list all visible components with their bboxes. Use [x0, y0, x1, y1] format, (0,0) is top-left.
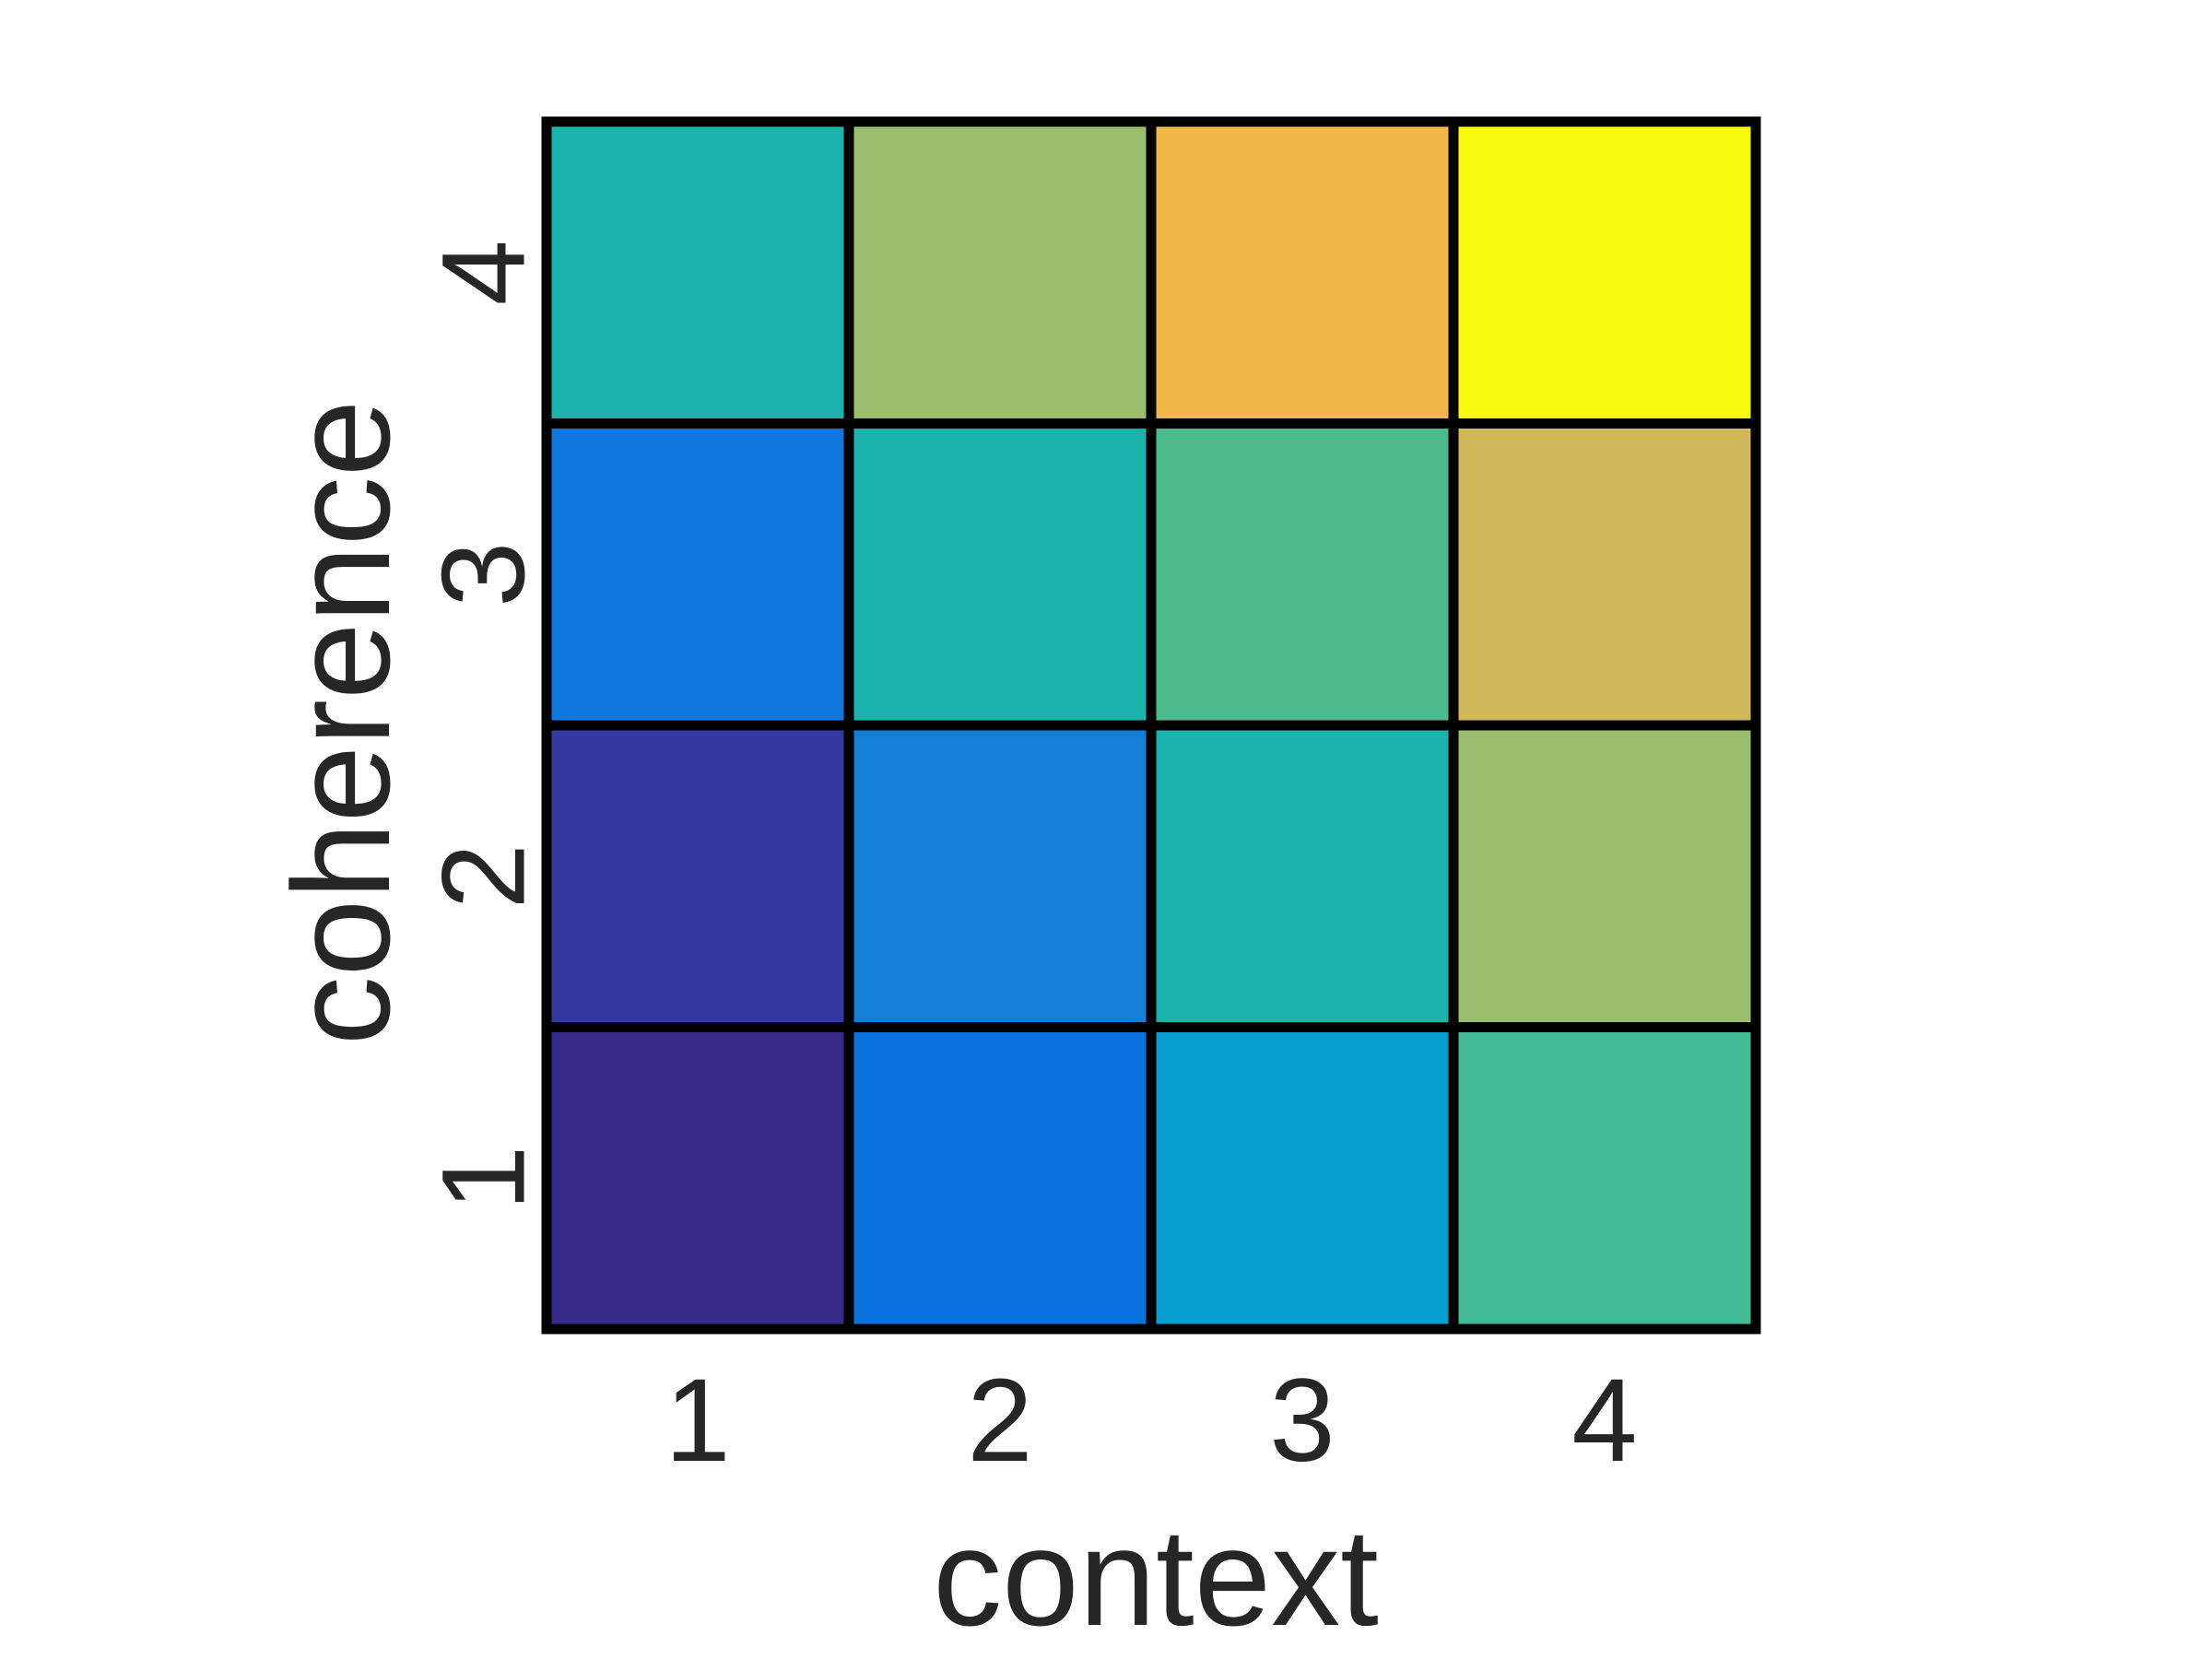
heatmap-cell-x2-y2 — [849, 725, 1151, 1028]
heatmap-cell-x4-y3 — [1453, 423, 1756, 725]
heatmap-cell-x3-y3 — [1151, 423, 1453, 725]
heatmap-cell-x3-y4 — [1151, 122, 1453, 424]
heatmap-cell-x1-y4 — [547, 122, 849, 424]
y-tick-label: 1 — [418, 1146, 550, 1211]
heatmap-cell-x1-y2 — [547, 725, 849, 1028]
heatmap-cell-x3-y2 — [1151, 725, 1453, 1028]
heatmap-cell-x1-y1 — [547, 1027, 849, 1329]
x-tick-label: 3 — [1269, 1355, 1335, 1487]
y-tick-labels: 1 2 3 4 — [418, 240, 550, 1211]
x-tick-label: 1 — [665, 1355, 730, 1487]
heatmap-cell-x2-y3 — [849, 423, 1151, 725]
x-tick-labels: 1 2 3 4 — [665, 1355, 1637, 1487]
heatmap-cell-x2-y4 — [849, 122, 1151, 424]
heatmap-cell-x4-y1 — [1453, 1027, 1756, 1329]
heatmap-cells — [547, 122, 1756, 1329]
heatmap-cell-x3-y1 — [1151, 1027, 1453, 1329]
y-tick-label: 4 — [418, 240, 550, 305]
heatmap-cell-x4-y2 — [1453, 725, 1756, 1028]
x-tick-label: 4 — [1571, 1355, 1637, 1487]
y-axis-label: coherence — [264, 400, 418, 1046]
x-axis-label: context — [933, 1500, 1379, 1654]
heatmap-cell-x4-y4 — [1453, 122, 1756, 424]
heatmap-cell-x2-y1 — [849, 1027, 1151, 1329]
y-tick-label: 3 — [418, 542, 550, 607]
heatmap-cell-x1-y3 — [547, 423, 849, 725]
y-tick-label: 2 — [418, 843, 550, 909]
x-tick-label: 2 — [967, 1355, 1032, 1487]
heatmap-grid — [541, 116, 1761, 1335]
